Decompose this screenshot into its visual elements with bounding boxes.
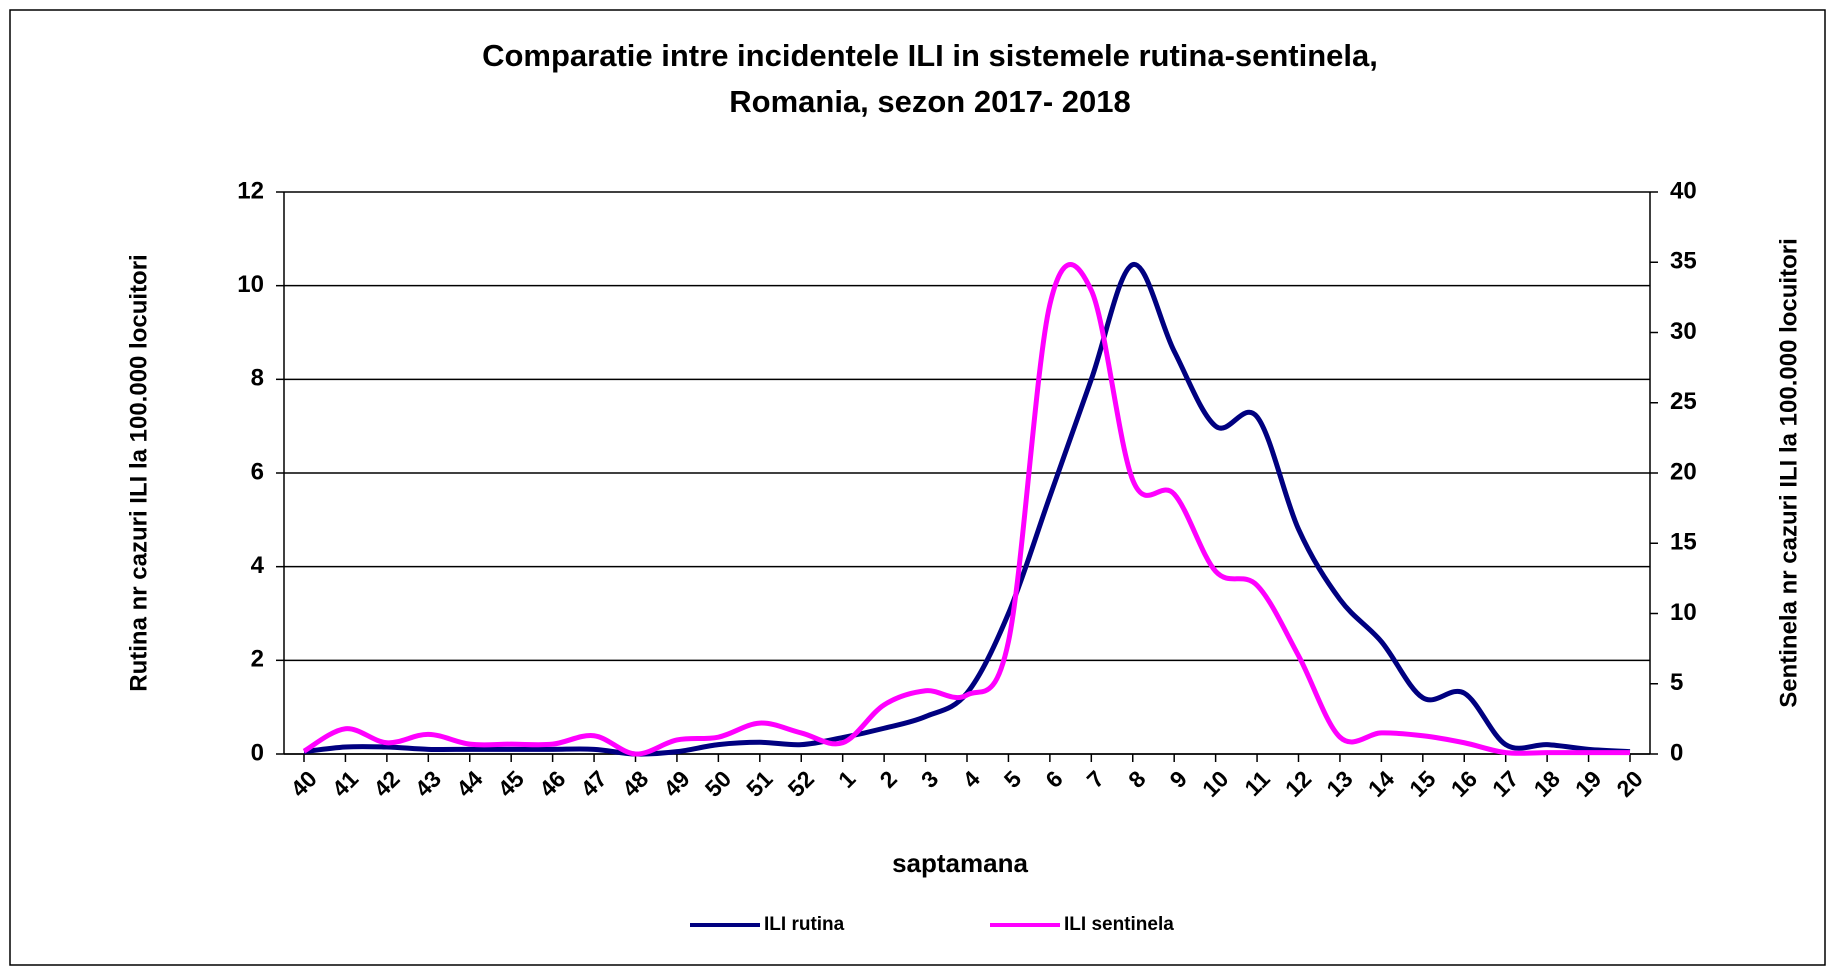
- x-axis-label: saptamana: [892, 848, 1028, 878]
- y2-tick-label: 25: [1670, 388, 1697, 415]
- frame: [9, 9, 1826, 966]
- y2-tick-label: 40: [1670, 177, 1697, 204]
- chart-title: Comparatie intre incidentele ILI in sist…: [482, 38, 1378, 73]
- y-tick-label: 10: [237, 271, 264, 298]
- y2-tick-label: 10: [1670, 599, 1697, 626]
- y-tick-label: 2: [251, 646, 264, 673]
- y2-tick-label: 15: [1670, 529, 1697, 556]
- y2-tick-label: 35: [1670, 248, 1697, 275]
- y2-tick-label: 0: [1670, 739, 1683, 766]
- y2-axis-label: Sentinela nr cazuri ILI la 100.000 locui…: [1775, 238, 1802, 708]
- y-tick-label: 12: [237, 177, 264, 204]
- y2-tick-label: 5: [1670, 669, 1683, 696]
- legend-label: ILI rutina: [764, 914, 845, 935]
- y-tick-label: 8: [251, 365, 264, 392]
- y-tick-label: 0: [251, 739, 264, 766]
- y-tick-label: 4: [251, 552, 265, 579]
- legend-label: ILI sentinela: [1064, 914, 1174, 935]
- y2-tick-label: 30: [1670, 318, 1697, 345]
- y-axis-label: Rutina nr cazuri ILI la 100.000 locuitor…: [125, 254, 152, 691]
- y2-tick-label: 20: [1670, 458, 1697, 485]
- series-line: [302, 262, 1630, 757]
- y-tick-label: 6: [251, 458, 264, 485]
- chart-subtitle: Romania, sezon 2017- 2018: [729, 84, 1130, 119]
